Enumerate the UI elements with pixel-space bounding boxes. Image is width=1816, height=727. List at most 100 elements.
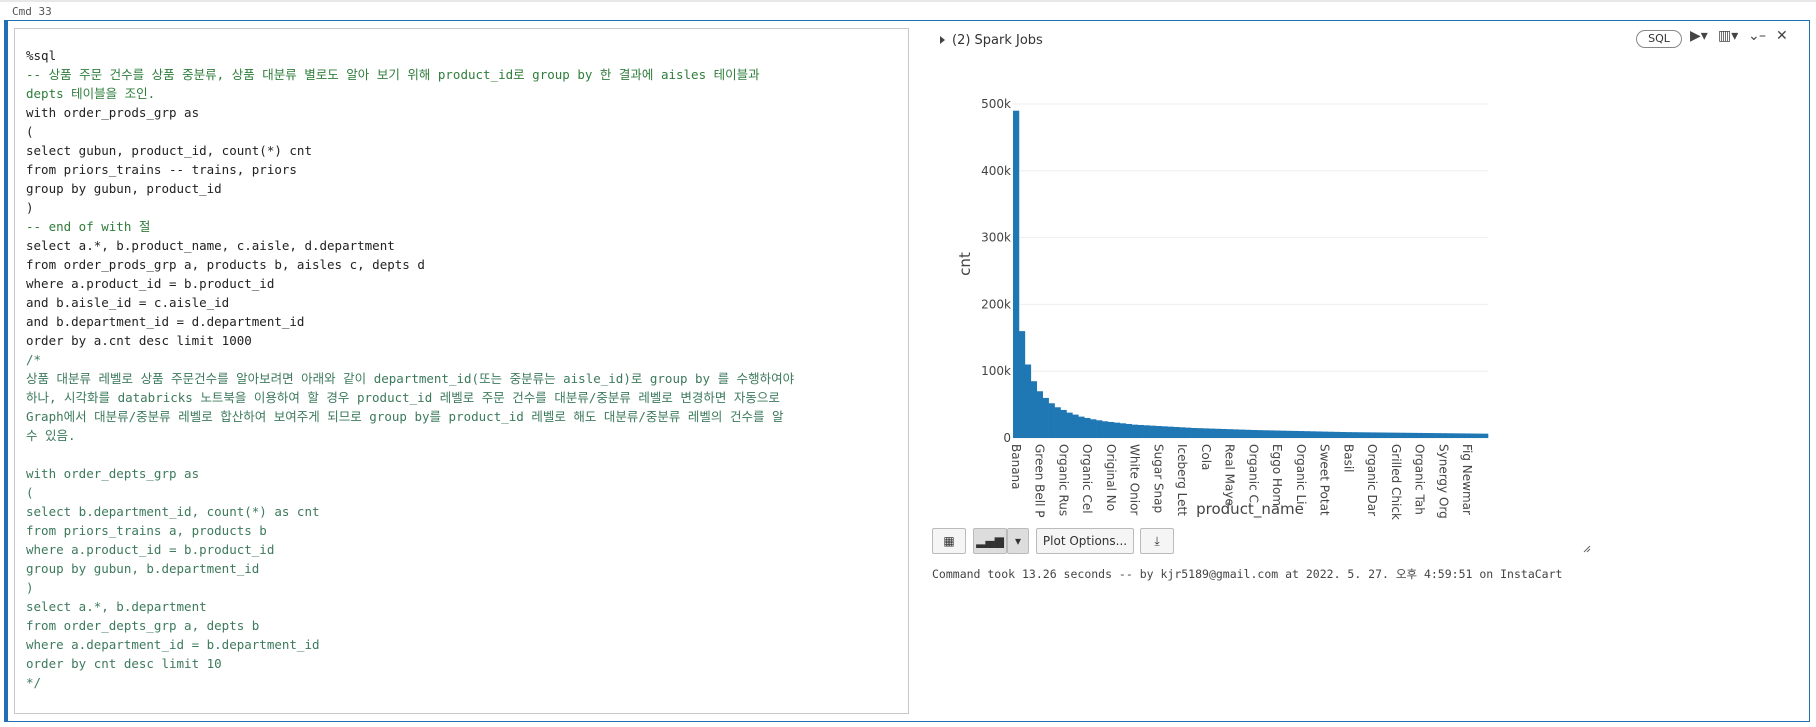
x-tick-label: Organic Rus bbox=[1056, 444, 1070, 516]
bar bbox=[1274, 430, 1281, 438]
code-line: from order_depts_grp a, depts b bbox=[26, 618, 260, 633]
bar bbox=[1363, 432, 1370, 438]
bar bbox=[1351, 432, 1358, 438]
bar bbox=[1369, 432, 1376, 438]
code-line: */ bbox=[26, 675, 42, 690]
bar bbox=[1482, 433, 1489, 438]
bar bbox=[1303, 431, 1311, 438]
resize-handle[interactable] bbox=[1583, 545, 1591, 553]
bar bbox=[1078, 416, 1085, 438]
y-tick-label: 300k bbox=[981, 231, 1011, 245]
x-tick-label: Organic C bbox=[1246, 444, 1260, 503]
bar bbox=[1250, 429, 1257, 438]
x-tick-label: Fig Newmar bbox=[1460, 444, 1474, 515]
minimize-icon[interactable]: – bbox=[1759, 28, 1766, 44]
bar bbox=[1013, 110, 1020, 439]
x-tick-label: Organic Cel bbox=[1080, 444, 1094, 514]
bar bbox=[1042, 397, 1049, 438]
bar bbox=[1185, 427, 1192, 438]
bar bbox=[1298, 431, 1305, 438]
bar bbox=[1398, 432, 1406, 438]
bar bbox=[1393, 432, 1400, 438]
bar bbox=[1203, 428, 1210, 438]
chart-button[interactable]: ▂▄▆ bbox=[973, 528, 1007, 554]
x-tick-label: Green Bell P bbox=[1033, 444, 1047, 518]
bar bbox=[1197, 428, 1204, 438]
bar bbox=[1339, 431, 1346, 438]
bar bbox=[1191, 427, 1198, 438]
code-line: and b.aisle_id = c.aisle_id bbox=[26, 295, 230, 310]
code-line: select b.department_id, count(*) as cnt bbox=[26, 504, 320, 519]
bar bbox=[1054, 407, 1061, 438]
code-line: order by cnt desc limit 10 bbox=[26, 656, 222, 671]
code-line: and b.department_id = d.department_id bbox=[26, 314, 305, 329]
code-line: 수 있음. bbox=[26, 428, 76, 443]
bar bbox=[1131, 424, 1138, 438]
bar bbox=[1333, 431, 1340, 438]
cell-number: Cmd 33 bbox=[12, 5, 52, 18]
run-icon[interactable]: ▶▾ bbox=[1690, 28, 1708, 44]
bar bbox=[1113, 422, 1121, 438]
chart-dropdown[interactable]: ▾ bbox=[1007, 528, 1029, 554]
bar bbox=[1137, 424, 1144, 438]
bar bbox=[1464, 433, 1471, 438]
collapse-icon[interactable]: ⌄ bbox=[1748, 28, 1760, 44]
bar bbox=[1102, 421, 1109, 438]
code-line: ) bbox=[26, 580, 34, 595]
x-tick-label: Organic Li bbox=[1294, 444, 1308, 505]
cell bbox=[4, 20, 1810, 722]
bar bbox=[1161, 426, 1168, 438]
spark-jobs[interactable]: (2) Spark Jobs bbox=[940, 33, 1043, 48]
plot-options-button[interactable]: Plot Options... bbox=[1036, 528, 1134, 554]
language-badge[interactable]: SQL bbox=[1636, 30, 1682, 48]
bar bbox=[1208, 428, 1216, 438]
bar bbox=[1387, 432, 1394, 438]
x-tick-label: Synergy Org bbox=[1436, 444, 1450, 519]
bar bbox=[1149, 425, 1156, 438]
x-tick-label: Banana bbox=[1009, 444, 1023, 490]
bar bbox=[1238, 429, 1245, 438]
chart-icon[interactable]: ▥▾ bbox=[1718, 28, 1739, 44]
bar bbox=[1036, 391, 1043, 438]
code-line: select a.*, b.product_name, c.aisle, d.d… bbox=[26, 238, 395, 253]
bar bbox=[1155, 425, 1162, 438]
bar bbox=[1452, 433, 1459, 438]
download-button[interactable]: ⤓ bbox=[1140, 528, 1174, 554]
y-tick-label: 100k bbox=[981, 364, 1011, 378]
code-line: select a.*, b.department bbox=[26, 599, 207, 614]
bar bbox=[1262, 430, 1269, 438]
code-line: from priors_trains -- trains, priors bbox=[26, 162, 297, 177]
bar bbox=[1167, 426, 1174, 438]
command-status: Command took 13.26 seconds -- by kjr5189… bbox=[932, 567, 1563, 581]
y-axis-label: cnt bbox=[956, 252, 974, 276]
bar bbox=[1292, 430, 1299, 438]
bar bbox=[1280, 430, 1287, 438]
bar bbox=[1470, 433, 1477, 438]
bar bbox=[1357, 432, 1364, 438]
bar bbox=[1410, 432, 1418, 438]
close-icon[interactable]: ✕ bbox=[1776, 28, 1788, 44]
code-line: depts 테이블을 조인. bbox=[26, 86, 156, 101]
code-line: with order_prods_grp as bbox=[26, 105, 200, 120]
bar bbox=[1232, 429, 1239, 438]
code-line: 하나, 시각화를 databricks 노트북을 이용하여 할 경우 produ… bbox=[26, 390, 780, 405]
bar bbox=[1179, 427, 1186, 438]
bar bbox=[1060, 409, 1067, 438]
bar bbox=[1244, 429, 1251, 438]
code-line: order by a.cnt desc limit 1000 bbox=[26, 333, 252, 348]
code-line: -- 상품 주문 건수를 상품 중분류, 상품 대분류 별로도 알아 보기 위해… bbox=[26, 67, 760, 82]
code-line: Graph에서 대분류/중분류 레벨로 합산하여 보여주게 되므로 group … bbox=[26, 409, 784, 424]
bar bbox=[1345, 432, 1352, 438]
y-tick-label: 200k bbox=[981, 297, 1011, 311]
bar bbox=[1048, 403, 1055, 438]
x-tick-label: Cola bbox=[1199, 444, 1213, 470]
bar bbox=[1268, 430, 1275, 438]
bar bbox=[1173, 426, 1180, 438]
bar bbox=[1440, 433, 1447, 438]
x-tick-label: Real Maye bbox=[1223, 444, 1237, 506]
table-button[interactable]: ▦ bbox=[932, 528, 966, 554]
bar bbox=[1458, 433, 1465, 438]
code-editor[interactable]: %sql -- 상품 주문 건수를 상품 중분류, 상품 대분류 별로도 알아 보… bbox=[14, 28, 909, 714]
x-axis-label: product_name bbox=[1196, 500, 1304, 519]
